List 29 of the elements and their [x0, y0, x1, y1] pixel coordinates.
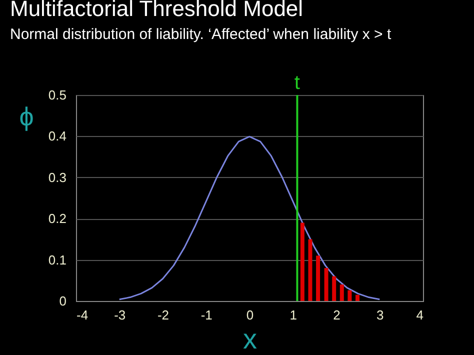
y-tick-label: 0.4: [48, 128, 66, 144]
bar: [348, 290, 352, 301]
chart-title: Multifactorial Threshold Model: [10, 0, 304, 21]
y-axis-title: ϕ: [19, 102, 34, 132]
ref-line-label: t: [294, 72, 300, 94]
bar: [308, 239, 312, 301]
bar: [332, 276, 336, 301]
bar: [324, 268, 328, 301]
y-tick-label: 0: [59, 294, 66, 308]
y-tick-label: 0.5: [48, 88, 66, 102]
y-tick-label: 0.3: [48, 170, 66, 185]
x-tick-label: -2: [157, 308, 170, 322]
chart-subtitle: Normal distribution of liability. ‘Affected’ when liability x > t: [10, 26, 392, 43]
line-series: [118, 136, 380, 300]
x-tick-label: -3: [114, 308, 126, 322]
x-tick-label: -4: [76, 308, 88, 322]
bar: [316, 256, 320, 301]
x-tick-label: -1: [200, 308, 212, 322]
x-tick-label: 4: [416, 308, 424, 322]
x-tick-label: 1: [290, 308, 297, 322]
y-tick-label: 0.1: [48, 252, 66, 268]
x-tick-label: 0: [246, 308, 254, 322]
x-tick-label: 2: [333, 308, 340, 322]
bar: [300, 222, 304, 301]
x-tick-label: 3: [376, 308, 384, 322]
y-tick-label: 0.2: [48, 211, 66, 226]
x-axis-title: x: [243, 324, 257, 354]
bar: [356, 294, 360, 301]
bar: [340, 284, 344, 301]
